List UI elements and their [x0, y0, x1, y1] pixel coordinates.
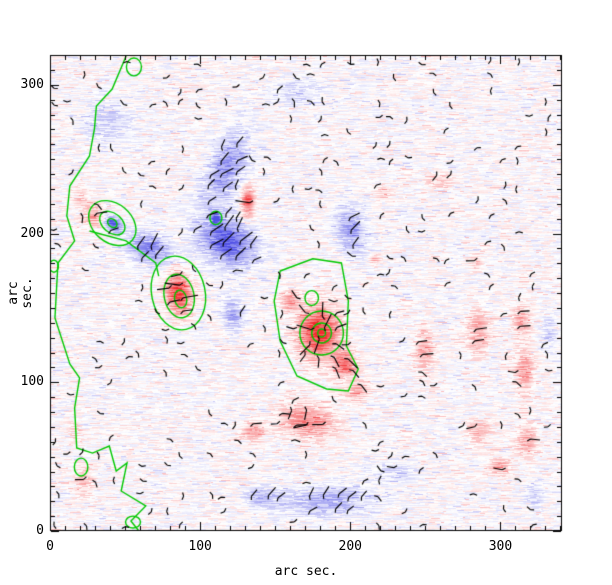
- y-tick-label: 300: [20, 76, 44, 92]
- x-axis-label: arc sec.: [274, 564, 338, 579]
- x-tick-label: 0: [46, 539, 54, 554]
- x-tick-label: 200: [338, 539, 363, 554]
- y-tick-label: 200: [20, 225, 44, 241]
- y-tick-label: 100: [20, 374, 44, 390]
- x-tick-label: 100: [188, 539, 212, 554]
- y-axis-label: arc sec.: [6, 277, 35, 309]
- x-tick-label: 300: [488, 539, 513, 554]
- y-tick-label: 0: [36, 523, 44, 538]
